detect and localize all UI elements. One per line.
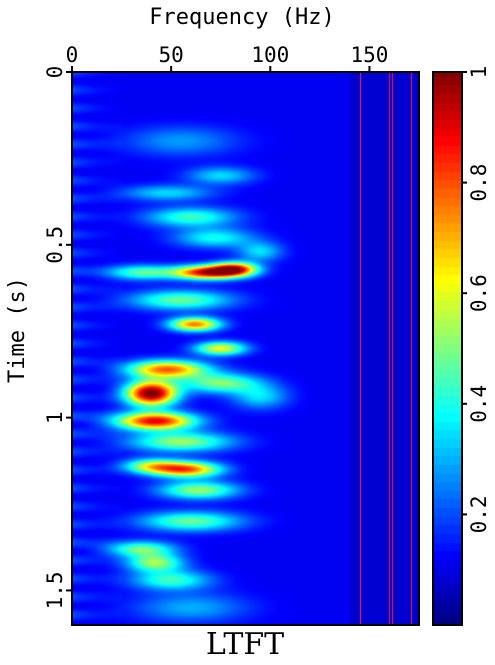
x-tick-label: 150 [350, 43, 388, 67]
colorbar-tick-label: 0.2 [467, 495, 491, 533]
colorbar-tick-label: 0.6 [467, 274, 491, 312]
x-tick-label: 100 [251, 43, 289, 67]
y-axis-label: Time (s) [5, 277, 30, 383]
x-tick-label: 0 [66, 43, 79, 67]
colorbar-tick-label: 0.8 [467, 164, 491, 202]
y-tick-label: 0 [43, 66, 67, 79]
y-ticks: 0 0.5 1 1.5 [43, 66, 72, 609]
plot-frame [71, 71, 420, 626]
colorbar-tick-label: 0.4 [467, 385, 491, 423]
colorbar-frame [432, 71, 463, 626]
heatmap-area [72, 72, 419, 625]
x-ticks: 0 50 100 150 [66, 43, 388, 72]
caption: LTFT [206, 627, 284, 662]
colorbar-canvas [433, 72, 462, 625]
y-tick-label: 1.5 [43, 571, 67, 609]
colorbar-ticks: 0.2 0.4 0.6 0.8 1 [462, 66, 491, 533]
colorbar-tick-label: 1 [467, 66, 491, 79]
y-tick-label: 1 [43, 411, 67, 424]
x-axis-label: Frequency (Hz) [149, 5, 334, 30]
heatmap-canvas [72, 72, 419, 625]
colorbar-area [433, 72, 462, 625]
x-tick-label: 50 [158, 43, 183, 67]
y-tick-label: 0.5 [43, 226, 67, 264]
